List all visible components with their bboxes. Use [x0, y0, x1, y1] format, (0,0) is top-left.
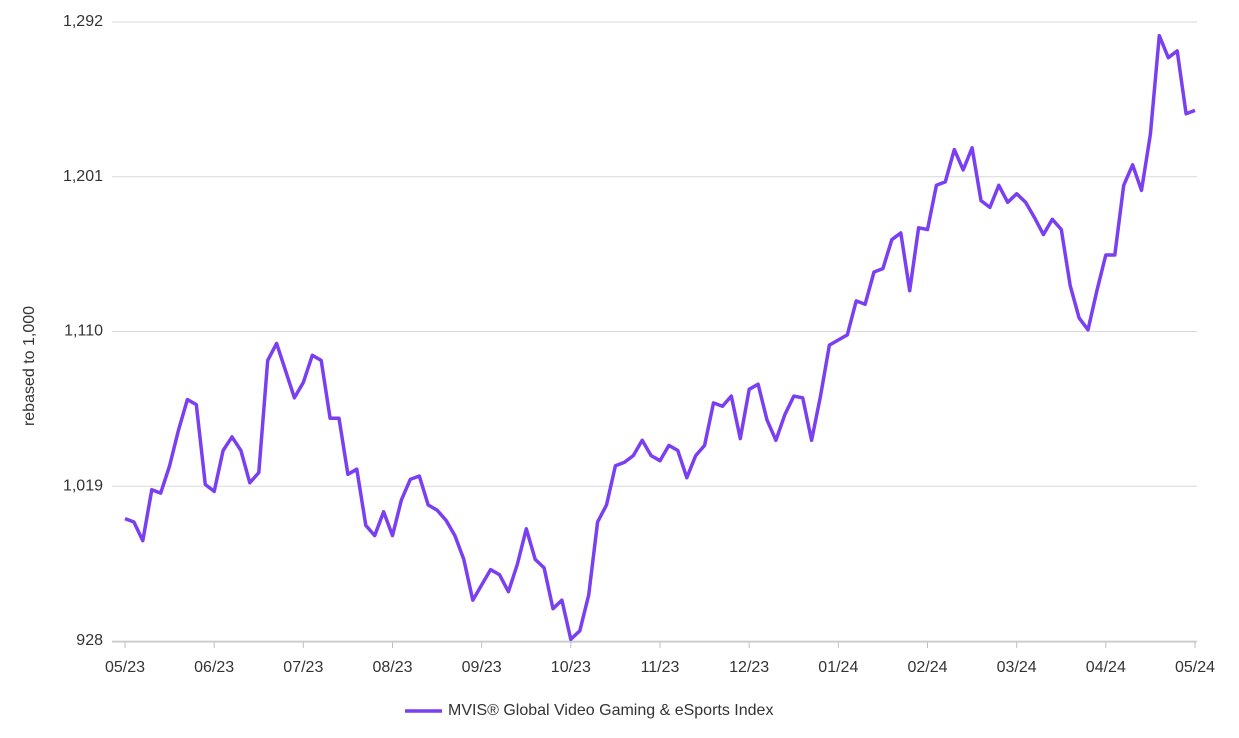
x-tick-label: 04/24	[1086, 659, 1126, 676]
x-tick-label: 12/23	[729, 659, 769, 676]
x-tick-label: 07/23	[283, 659, 323, 676]
y-tick-label: 928	[76, 632, 103, 649]
y-tick-label: 1,110	[64, 323, 103, 340]
y-tick-label: 1,201	[63, 168, 103, 185]
x-tick-label: 03/24	[997, 659, 1037, 676]
x-tick-label: 11/23	[641, 659, 680, 676]
x-tick-label: 02/24	[907, 659, 947, 676]
legend-label: MVIS® Global Video Gaming & eSports Inde…	[448, 702, 773, 719]
x-tick-label: 08/23	[372, 659, 412, 676]
x-tick-label: 10/23	[551, 659, 591, 676]
x-tick-label: 05/24	[1175, 659, 1215, 676]
x-tick-label: 01/24	[818, 659, 858, 676]
x-tick-label: 09/23	[462, 659, 502, 676]
x-tick-label: 06/23	[194, 659, 234, 676]
y-axis-label: rebased to 1,000	[21, 306, 38, 426]
line-series	[124, 33, 1196, 642]
x-tick-label: 05/23	[105, 659, 145, 676]
y-tick-label: 1,292	[63, 13, 103, 30]
y-tick-label: 1,019	[63, 477, 103, 494]
